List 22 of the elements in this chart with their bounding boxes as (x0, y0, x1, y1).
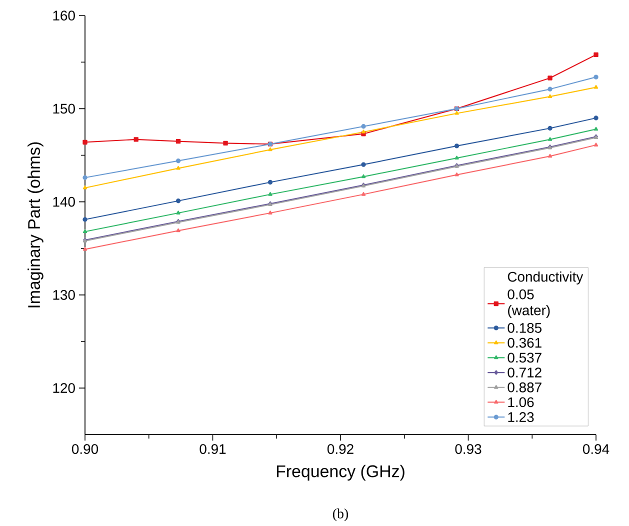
x-tick-label: 0.93 (455, 444, 482, 454)
x-axis-title: Frequency (GHz) (276, 464, 404, 481)
y-tick-label: 160 (53, 10, 75, 21)
legend-label: 0.05 (water) (508, 289, 550, 318)
text: (b) (332, 508, 348, 522)
y-tick-label: 150 (53, 104, 75, 114)
legend-label: 0.712 (508, 368, 542, 378)
legend-title: Conductivity (508, 271, 584, 284)
x-tick-label: 0.92 (327, 444, 354, 454)
legend-label: 1.06 (508, 397, 534, 408)
x-tick-label: 0.91 (200, 444, 226, 454)
x-tick-label: 0.94 (582, 444, 610, 454)
legend-label: 0.185 (508, 322, 542, 333)
x-tick-label: 0.90 (72, 444, 98, 454)
legend-label: 0.887 (508, 382, 542, 392)
legend-label: 0.361 (508, 338, 542, 348)
y-axis-title: Imaginary Part (ohms) (28, 142, 44, 308)
legend-label: 1.23 (508, 412, 534, 422)
y-tick-label: 120 (53, 383, 75, 393)
legend-label: 0.537 (508, 352, 542, 363)
y-tick-label: 130 (53, 290, 75, 300)
y-tick-label: 140 (53, 196, 75, 207)
